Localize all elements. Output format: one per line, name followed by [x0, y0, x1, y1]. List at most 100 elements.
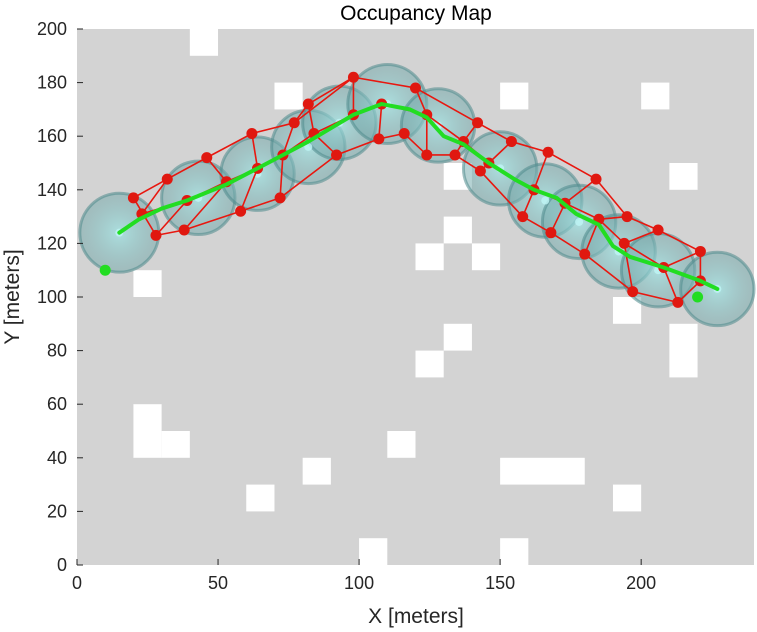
- disc-center: [304, 142, 313, 151]
- graph-node: [621, 211, 633, 223]
- y-tick-label: 120: [37, 233, 67, 253]
- free-cell: [359, 538, 388, 565]
- graph-edge: [595, 178, 628, 218]
- graph-edge: [547, 151, 597, 180]
- y-tick-label: 60: [47, 394, 67, 414]
- free-cell: [500, 82, 529, 110]
- graph-edge: [550, 232, 586, 255]
- start-point: [99, 264, 111, 276]
- graph-node: [201, 152, 213, 164]
- graph-edge: [511, 140, 549, 154]
- graph-node: [694, 245, 706, 257]
- graph-edge: [239, 168, 259, 212]
- free-cell: [500, 457, 585, 485]
- graph-edge: [183, 210, 241, 231]
- free-cell: [133, 270, 162, 297]
- free-cells-layer: [133, 29, 698, 565]
- x-tick-label: 200: [626, 573, 656, 593]
- graph-node: [505, 136, 517, 148]
- graph-edge: [307, 76, 354, 105]
- graph-edge: [662, 267, 679, 303]
- free-cell: [246, 484, 275, 512]
- graph-node: [627, 286, 639, 298]
- y-tick-label: 140: [37, 180, 67, 200]
- free-cell: [471, 243, 501, 271]
- y-tick-label: 0: [57, 555, 67, 575]
- graph-node: [579, 248, 591, 260]
- free-cell: [415, 350, 444, 378]
- y-axis-label: Y [meters]: [1, 249, 24, 344]
- graph-edge: [279, 154, 284, 198]
- graph-edge: [133, 178, 168, 199]
- graph-nodes-layer: [127, 71, 706, 308]
- y-tick-label: 200: [37, 19, 67, 39]
- graph-node: [331, 149, 343, 161]
- graph-node: [472, 117, 484, 129]
- graph-node: [398, 128, 410, 140]
- graph-edge: [378, 103, 383, 139]
- y-tick-label: 100: [37, 287, 67, 307]
- graph-node: [410, 82, 421, 94]
- graph-edge: [657, 229, 701, 253]
- graph-edge: [282, 122, 295, 156]
- y-tick-label: 80: [47, 341, 67, 361]
- graph-edge: [626, 215, 659, 231]
- graph-node: [178, 224, 190, 236]
- planned-path: [117, 102, 720, 291]
- disc-center: [541, 196, 550, 205]
- graph-edge: [251, 133, 259, 169]
- free-cell: [641, 82, 670, 110]
- free-cell: [302, 457, 331, 485]
- graph-edge: [426, 114, 464, 143]
- goal-point: [692, 291, 704, 303]
- graph-node: [127, 192, 139, 204]
- free-cell: [443, 216, 472, 244]
- graph-node: [474, 165, 486, 177]
- graph-node: [590, 173, 602, 185]
- x-axis-ticks: 0 50 100 150 200: [72, 559, 656, 593]
- graph-node: [517, 211, 529, 223]
- graph-edge: [336, 138, 380, 156]
- disc-center: [575, 217, 584, 226]
- free-cell: [274, 82, 303, 110]
- graph-node: [235, 205, 247, 217]
- graph-edge: [183, 181, 228, 231]
- graph-node: [274, 192, 286, 204]
- graph-edge: [663, 250, 701, 269]
- graph-edge: [141, 178, 168, 215]
- graph-edge: [477, 122, 512, 143]
- free-cell: [189, 29, 219, 56]
- graph-edge: [251, 122, 295, 135]
- y-axis-ticks: 0 20 40 60 80 100 120 140 160 180 200: [37, 19, 83, 575]
- graph-edge: [632, 290, 679, 304]
- graph-edge: [293, 76, 354, 124]
- graph-edge: [415, 87, 478, 124]
- free-cell: [387, 431, 416, 458]
- graph-edge: [564, 178, 597, 204]
- graph-edge: [623, 229, 659, 245]
- graph-node: [373, 133, 385, 145]
- y-tick-label: 40: [47, 448, 67, 468]
- chart-title: Occupancy Map: [340, 2, 492, 25]
- free-cell: [415, 243, 444, 271]
- y-tick-label: 160: [37, 126, 67, 146]
- graph-node: [542, 146, 554, 158]
- graph-edge: [533, 151, 549, 191]
- graph-edge: [564, 202, 600, 221]
- graph-node: [150, 229, 162, 241]
- graph-edge: [479, 170, 524, 218]
- graph-node: [347, 71, 359, 83]
- free-cell: [612, 484, 642, 512]
- graph-edge: [240, 197, 281, 212]
- graph-edge: [353, 76, 416, 89]
- graph-node: [652, 224, 664, 236]
- graph-node: [672, 296, 684, 308]
- graph-edge: [206, 132, 253, 159]
- graph-edge: [279, 154, 338, 199]
- graph-node: [421, 149, 433, 161]
- x-axis-label: X [meters]: [368, 605, 464, 628]
- graph-node: [302, 98, 314, 110]
- free-cell: [133, 404, 162, 458]
- free-cell: [669, 163, 698, 190]
